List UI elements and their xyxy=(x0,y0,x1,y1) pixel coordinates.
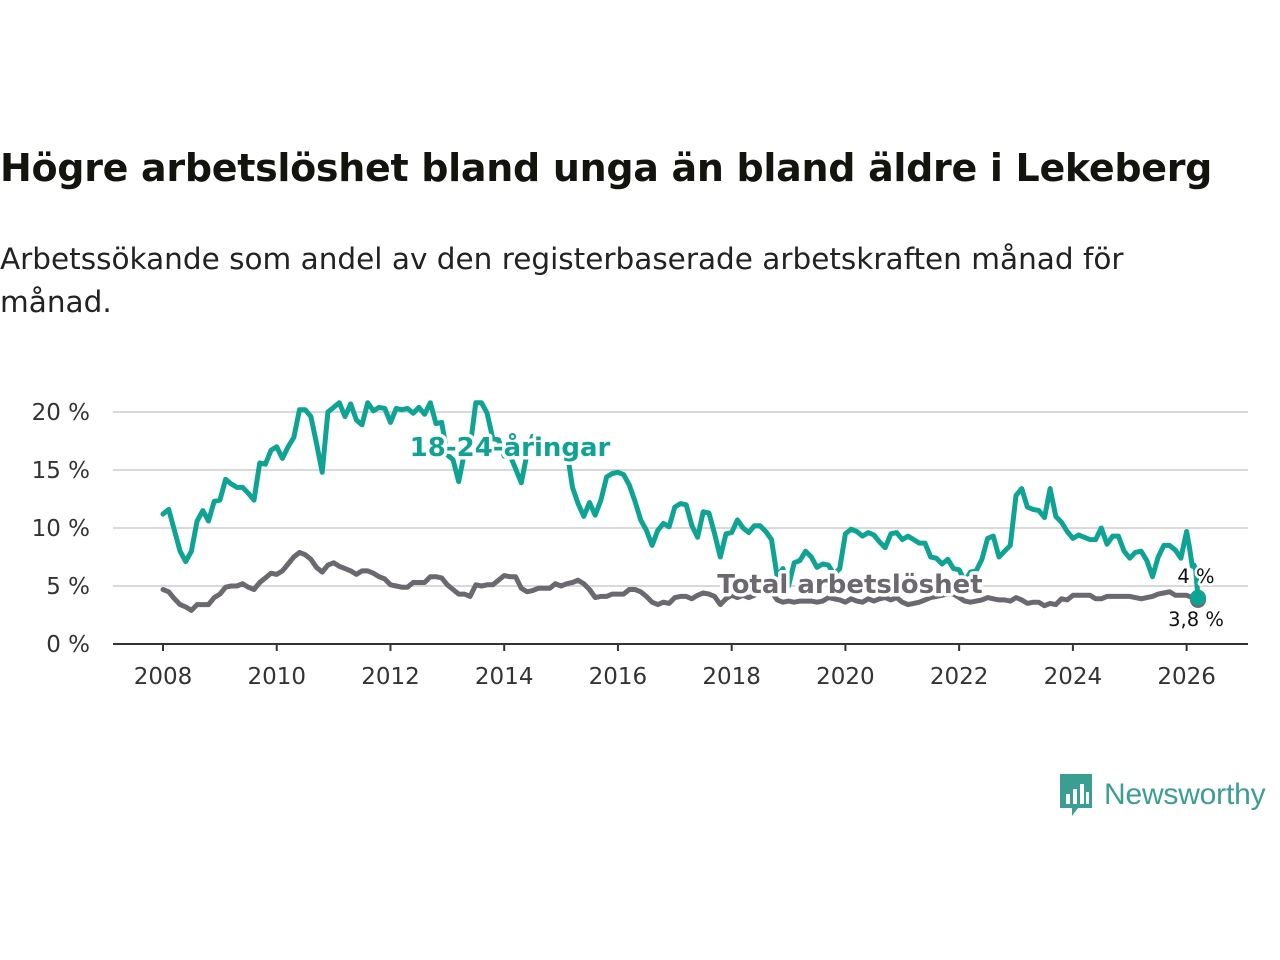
x-tick-label: 2016 xyxy=(589,664,648,690)
series-label-youth: 18-24-åringar xyxy=(410,431,611,463)
x-tick-label: 2024 xyxy=(1044,664,1103,690)
x-tick-label: 2022 xyxy=(930,664,989,690)
chart-subtitle: Arbetssökande som andel av den registerb… xyxy=(0,242,1124,319)
x-tick-label: 2020 xyxy=(816,664,875,690)
x-tick-label: 2012 xyxy=(361,664,420,690)
y-tick-label: 20 % xyxy=(32,400,90,426)
y-tick-label: 15 % xyxy=(32,458,90,484)
bar-chart-icon xyxy=(1060,774,1092,816)
brand-name: Newsworthy xyxy=(1104,778,1266,811)
x-tick-label: 2018 xyxy=(702,664,761,690)
x-tick-label: 2010 xyxy=(247,664,306,690)
series-line-youth xyxy=(160,400,1201,601)
series-label-total-halo: Total arbetslöshet xyxy=(717,570,982,600)
series-label-total: Total arbetslöshet xyxy=(717,570,982,600)
y-tick-label: 10 % xyxy=(32,516,90,542)
y-tick-label: 5 % xyxy=(46,574,90,600)
x-tick-label: 2014 xyxy=(475,664,534,690)
series-label-youth-halo: 18-24-åringar xyxy=(410,431,611,463)
x-tick-label: 2008 xyxy=(134,664,193,690)
end-label-total: 3,8 % xyxy=(1168,608,1224,631)
end-point-youth xyxy=(1190,589,1206,606)
end-label-youth-halo: 4 % xyxy=(1177,565,1214,588)
series-line-total xyxy=(160,549,1201,613)
y-tick-label: 0 % xyxy=(46,632,90,658)
newsworthy-logo[interactable]: Newsworthy xyxy=(1058,772,1266,818)
chart-title: Högre arbetslöshet bland unga än bland ä… xyxy=(0,146,1213,190)
end-label-total-halo: 3,8 % xyxy=(1168,608,1224,631)
x-tick-label: 2026 xyxy=(1157,664,1216,690)
end-label-youth: 4 % xyxy=(1177,565,1214,588)
